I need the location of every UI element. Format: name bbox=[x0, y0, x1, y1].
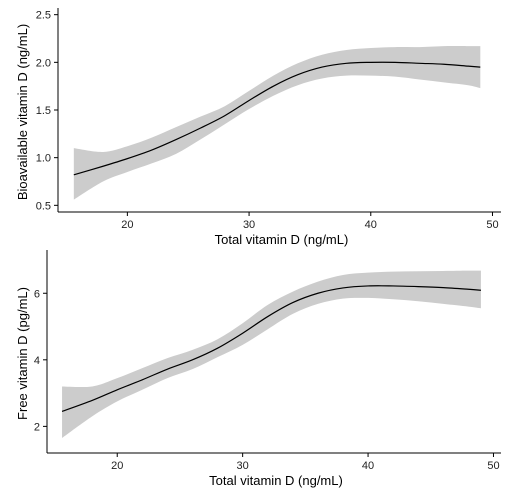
y-tick-label: 1.0 bbox=[36, 153, 51, 165]
y-tick-label: 0.5 bbox=[36, 200, 51, 212]
x-tick-label: 50 bbox=[486, 219, 498, 231]
x-tick-label: 40 bbox=[362, 460, 374, 472]
y-tick-label: 4 bbox=[34, 355, 40, 367]
fitted-line bbox=[73, 61, 481, 176]
chart-panel-2: 20 30 40 50 2 4 6 Total vitamin D (ng/mL) Free v… bbox=[15, 250, 501, 488]
x-tick-label: 20 bbox=[111, 460, 123, 472]
y-tick-label: 2 bbox=[34, 421, 40, 433]
x-axis-title: Total vitamin D (ng/mL) bbox=[209, 473, 343, 488]
y-tick-label: 1.5 bbox=[36, 105, 51, 117]
y-tick-label: 2.0 bbox=[36, 57, 51, 69]
x-axis-title: Total vitamin D (ng/mL) bbox=[215, 232, 349, 247]
confidence-band bbox=[73, 46, 481, 200]
x-tick-label: 50 bbox=[487, 460, 499, 472]
x-tick-label: 30 bbox=[243, 219, 255, 231]
confidence-band bbox=[62, 270, 481, 439]
x-tick-label: 20 bbox=[121, 219, 133, 231]
chart-panel-1: 20 30 40 50 0.5 1.0 1.5 2.0 2.5 Total vitamin D (… bbox=[15, 8, 501, 247]
y-tick-label: 2.5 bbox=[36, 10, 51, 22]
y-tick-label: 6 bbox=[34, 288, 40, 300]
x-tick-label: 40 bbox=[365, 219, 377, 231]
y-axis-title: Bioavailable vitamin D (ng/mL) bbox=[15, 24, 30, 200]
fitted-line bbox=[61, 285, 481, 412]
x-tick-label: 30 bbox=[237, 460, 249, 472]
y-axis-title: Free vitamin D (pg/mL) bbox=[15, 287, 30, 420]
